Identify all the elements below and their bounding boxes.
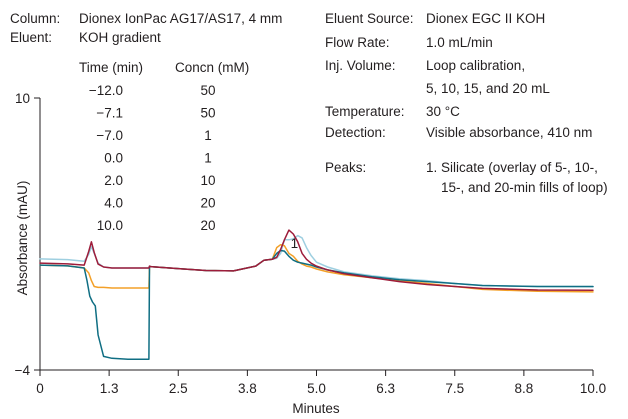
detection-value: Visible absorbance, 410 nm <box>426 125 592 140</box>
gradient-concn-2: 1 <box>204 128 212 143</box>
gradient-time-5: 4.0 <box>104 196 123 211</box>
trace-group <box>39 229 594 361</box>
trace-line-3 <box>39 229 594 292</box>
gradient-time-2: −7.0 <box>96 128 123 143</box>
gradient-header-concn: Concn (mM) <box>175 60 249 75</box>
inj-volume-label: Inj. Volume: <box>325 58 396 73</box>
gradient-time-0: −12.0 <box>89 83 123 98</box>
eluent-source-value: Dionex EGC II KOH <box>426 11 545 26</box>
x-tick-label-7: 8.8 <box>514 381 533 396</box>
x-tick-label-2: 2.5 <box>169 381 188 396</box>
gradient-time-1: −7.1 <box>96 106 123 121</box>
peak-label-1: 1 <box>291 236 299 251</box>
column-label: Column: <box>10 11 60 26</box>
inj-volume-value-2: 5, 10, 15, and 20 mL <box>426 81 550 96</box>
gradient-time-3: 0.0 <box>104 151 123 166</box>
gradient-time-4: 2.0 <box>104 173 123 188</box>
x-tick-label-0: 0 <box>36 381 44 396</box>
gradient-header-time: Time (min) <box>79 60 143 75</box>
temperature-value: 30 °C <box>426 104 460 119</box>
gradient-concn-1: 50 <box>200 106 215 121</box>
flow-rate-label: Flow Rate: <box>325 35 390 50</box>
x-axis-title: Minutes <box>292 401 340 416</box>
gradient-concn-3: 1 <box>204 151 212 166</box>
eluent-label: Eluent: <box>10 30 52 45</box>
peaks-value-1: 1. Silicate (overlay of 5-, 10-, <box>426 160 598 175</box>
gradient-concn-5: 20 <box>200 196 215 211</box>
x-tick-label-5: 6.3 <box>376 381 395 396</box>
x-tick-label-6: 7.5 <box>445 381 464 396</box>
temperature-label: Temperature: <box>325 104 405 119</box>
peaks-value-2: 15-, and 20-min fills of loop) <box>441 180 608 195</box>
conditions-left: Column: Dionex IonPac AG17/AS17, 4 mm El… <box>10 11 282 233</box>
gradient-concn-0: 50 <box>200 83 215 98</box>
eluent-source-label: Eluent Source: <box>325 11 414 26</box>
x-tick-label-3: 3.8 <box>238 381 257 396</box>
peaks-label: Peaks: <box>325 160 366 175</box>
eluent-value: KOH gradient <box>79 30 161 45</box>
column-value: Dionex IonPac AG17/AS17, 4 mm <box>79 11 282 26</box>
y-tick-label-top: 10 <box>15 91 30 106</box>
y-axis-title: Absorbance (mAU) <box>15 181 30 296</box>
inj-volume-value-1: Loop calibration, <box>426 58 525 73</box>
y-tick-label-bottom: −4 <box>15 363 31 378</box>
gradient-time-6: 10.0 <box>97 218 123 233</box>
x-tick-label-8: 10.0 <box>580 381 606 396</box>
x-tick-label-4: 5.0 <box>307 381 326 396</box>
detection-label: Detection: <box>325 125 386 140</box>
conditions-right: Eluent Source: Dionex EGC II KOH Flow Ra… <box>325 11 608 195</box>
flow-rate-value: 1.0 mL/min <box>426 35 493 50</box>
trace-line-0 <box>39 234 594 288</box>
gradient-concn-6: 20 <box>200 218 215 233</box>
x-tick-group: 0 1.3 2.5 3.8 5.0 6.3 7.5 8.8 10.0 <box>36 370 606 396</box>
gradient-concn-4: 10 <box>200 173 215 188</box>
x-tick-label-1: 1.3 <box>100 381 119 396</box>
